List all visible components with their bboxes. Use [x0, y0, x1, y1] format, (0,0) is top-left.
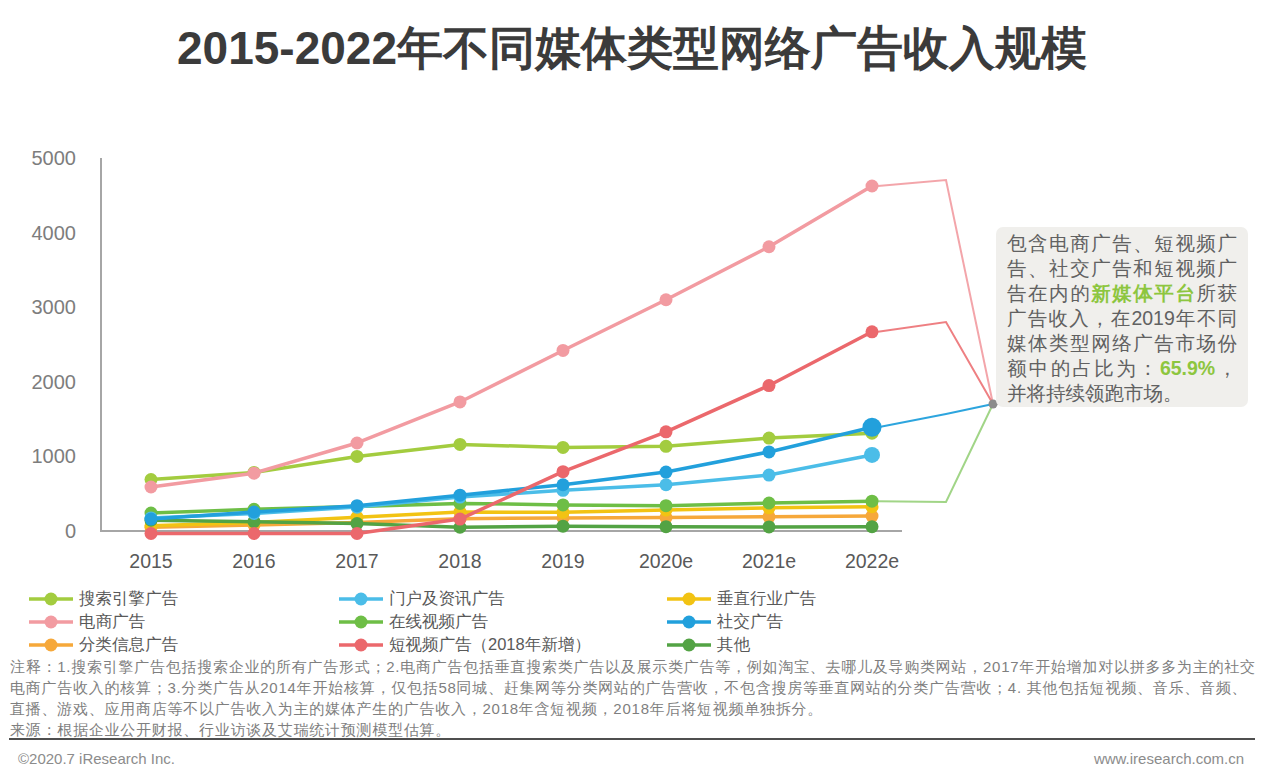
legend-marker-icon [28, 637, 74, 653]
data-point [351, 527, 364, 540]
legend-label: 电商广告 [79, 611, 145, 633]
y-tick-label: 0 [65, 520, 76, 542]
data-point [454, 395, 467, 408]
data-point [248, 505, 261, 518]
footer-divider [9, 738, 1255, 740]
legend-marker-icon [666, 591, 712, 607]
footer-website: www.iresearch.com.cn [1094, 750, 1244, 767]
callout-connector [878, 404, 993, 502]
legend-marker-icon [28, 614, 74, 630]
legend-item: 社交广告 [666, 610, 816, 633]
legend-label: 短视频广告（2018年新增） [389, 634, 591, 656]
y-tick-label: 5000 [32, 147, 77, 169]
source-text: 来源：根据企业公开财报、行业访谈及艾瑞统计预测模型估算。 [10, 719, 1258, 740]
data-point [557, 441, 570, 454]
data-point [763, 432, 776, 445]
data-point [763, 240, 776, 253]
data-point [351, 499, 364, 512]
y-tick-label: 4000 [32, 222, 77, 244]
legend-label: 在线视频广告 [389, 611, 488, 633]
data-point [763, 469, 776, 482]
x-tick-label: 2019 [541, 550, 584, 572]
legend-item: 其他 [666, 633, 816, 656]
data-point [557, 465, 570, 478]
footer-copyright: ©2020.7 iResearch Inc. [18, 750, 175, 767]
data-point [866, 325, 879, 338]
legend-label: 搜索引擎广告 [79, 588, 178, 610]
y-tick-label: 3000 [32, 296, 77, 318]
x-tick-label: 2021e [742, 550, 796, 572]
data-point [454, 513, 467, 526]
legend-label: 门户及资讯广告 [389, 588, 505, 610]
data-point [145, 480, 158, 493]
data-point [660, 425, 673, 438]
legend-label: 垂直行业广告 [717, 588, 816, 610]
data-point [454, 438, 467, 451]
data-point [763, 379, 776, 392]
data-point [557, 344, 570, 357]
data-point [557, 520, 570, 533]
notes-block: 注释：1.搜索引擎广告包括搜索企业的所有广告形式；2.电商广告包括垂直搜索类广告… [10, 656, 1258, 740]
data-point [145, 513, 158, 526]
data-point [248, 467, 261, 480]
legend-item: 电商广告 [28, 610, 338, 633]
callout-connector [878, 404, 993, 427]
data-point [763, 520, 776, 533]
data-point [557, 478, 570, 491]
x-tick-label: 2016 [232, 550, 275, 572]
legend-label: 分类信息广告 [79, 634, 178, 656]
legend-item: 在线视频广告 [338, 610, 666, 633]
data-point [866, 495, 879, 508]
annotation-highlight-new-media: 新媒体平台 [1091, 282, 1196, 304]
data-point [248, 527, 261, 540]
data-point [660, 478, 673, 491]
y-tick-label: 1000 [32, 445, 77, 467]
legend-marker-icon [338, 614, 384, 630]
legend-label: 其他 [717, 634, 750, 656]
annotation-callout: 包含电商广告、短视频广告、社交广告和短视频广告在内的新媒体平台所获广告收入，在2… [996, 227, 1248, 407]
annotation-highlight-percent: 65.9% [1160, 357, 1215, 379]
legend-item: 分类信息广告 [28, 633, 338, 656]
x-tick-label: 2017 [335, 550, 378, 572]
legend-marker-icon [338, 591, 384, 607]
data-point [660, 293, 673, 306]
chart-legend: 搜索引擎广告 门户及资讯广告 垂直行业广告电商广告 在线视频广告 社交广告分类信息广告 短… [28, 587, 816, 656]
data-point [351, 450, 364, 463]
legend-label: 社交广告 [717, 611, 783, 633]
data-point [866, 520, 879, 533]
legend-marker-icon [28, 591, 74, 607]
legend-item: 短视频广告（2018年新增） [338, 633, 666, 656]
data-point [660, 466, 673, 479]
legend-item: 搜索引擎广告 [28, 587, 338, 610]
callout-connector [878, 322, 993, 404]
data-point [454, 489, 467, 502]
note-text: 注释：1.搜索引擎广告包括搜索企业的所有广告形式；2.电商广告包括垂直搜索类广告… [10, 656, 1258, 719]
data-point [145, 527, 158, 540]
legend-marker-icon [666, 637, 712, 653]
data-point [763, 497, 776, 510]
x-tick-label: 2022e [845, 550, 899, 572]
data-point [660, 440, 673, 453]
x-tick-label: 2015 [129, 550, 173, 572]
legend-item: 垂直行业广告 [666, 587, 816, 610]
data-point [660, 499, 673, 512]
x-tick-label: 2018 [438, 550, 481, 572]
data-point [763, 445, 776, 458]
infographic-page: 2015-2022年不同媒体类型网络广告收入规模 010002000300040… [0, 0, 1264, 783]
data-point [351, 436, 364, 449]
legend-item: 门户及资讯广告 [338, 587, 666, 610]
callout-connector [878, 180, 993, 404]
x-tick-label: 2020e [639, 550, 693, 572]
data-point [557, 498, 570, 511]
legend-marker-icon [666, 614, 712, 630]
data-point [864, 447, 880, 463]
data-point [866, 179, 879, 192]
legend-marker-icon [338, 637, 384, 653]
y-tick-label: 2000 [32, 371, 77, 393]
data-point [660, 520, 673, 533]
